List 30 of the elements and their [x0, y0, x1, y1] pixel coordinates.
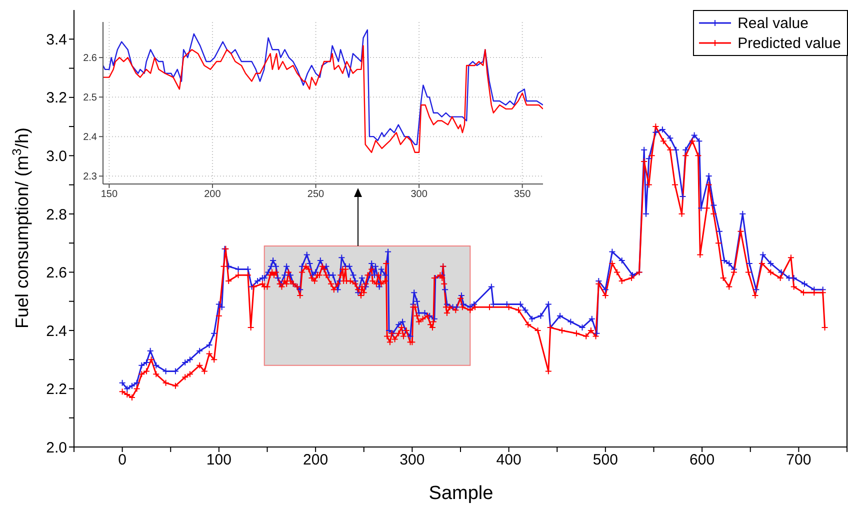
x-tick-label: 300 [400, 452, 425, 469]
line-series [103, 45, 543, 153]
x-tick-label: 0 [118, 452, 126, 469]
x-tick-label: 500 [592, 452, 618, 469]
y-tick-label: 2.3 [83, 172, 98, 183]
y-tick-label: 2.4 [46, 322, 67, 340]
x-tick-label: 300 [410, 189, 428, 200]
legend-label: Real value [738, 14, 808, 32]
y-tick-label: 2.6 [83, 53, 98, 64]
x-tick-label: 400 [496, 452, 522, 469]
y-tick-label: 2.5 [83, 92, 98, 104]
y-tick-label: 2.8 [46, 206, 67, 224]
x-tick-label: 700 [786, 452, 812, 469]
y-tick-label: 2.4 [83, 132, 98, 144]
y-tick-label: 2.6 [46, 264, 67, 282]
x-tick-label: 200 [204, 189, 222, 200]
y-tick-label: 3.0 [46, 148, 67, 165]
line-series [103, 29, 543, 146]
x-tick-label: 350 [514, 189, 532, 200]
y-tick-label: 2.0 [46, 439, 67, 456]
legend-label: Predicted value [738, 34, 841, 52]
x-axis-title: Sample [428, 483, 494, 505]
x-tick-label: 200 [303, 452, 328, 469]
x-tick-label: 250 [307, 189, 325, 200]
y-tick-label: 3.2 [46, 90, 67, 107]
x-tick-label: 100 [206, 452, 232, 469]
y-tick-label: 3.4 [46, 31, 67, 48]
y-tick-label: 2.2 [46, 381, 67, 398]
x-tick-label: 600 [690, 452, 715, 469]
x-tick-label: 150 [100, 189, 118, 200]
